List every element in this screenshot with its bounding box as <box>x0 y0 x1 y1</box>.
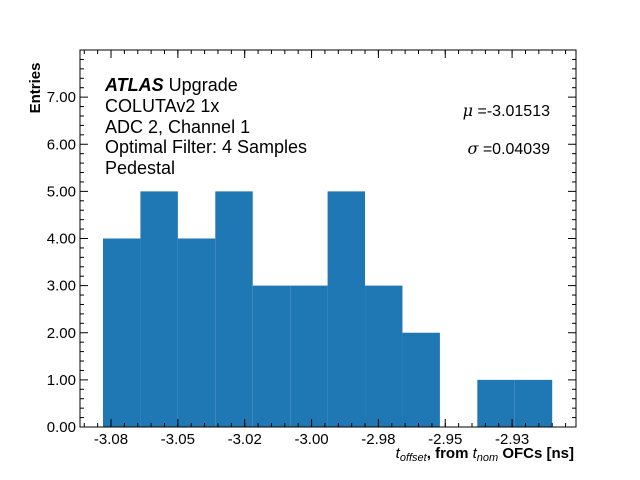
bars <box>102 191 553 427</box>
y-tick-label: 2.00 <box>47 325 76 342</box>
y-tick-label: 7.00 <box>47 89 76 106</box>
y-tick-label: 4.00 <box>47 231 76 248</box>
histogram-bar <box>365 285 403 427</box>
y-tick-label: 0.00 <box>47 419 76 436</box>
mean-label: μ =-3.01513 <box>463 101 550 120</box>
histogram-bar <box>215 191 253 427</box>
histogram-bar <box>327 191 366 427</box>
y-axis-label: Entries <box>27 63 44 114</box>
x-tick-label: -2.98 <box>361 431 395 448</box>
annotation-line: COLUTAv2 1x <box>105 96 219 116</box>
x-axis-label: toffset, from tnom OFCs [ns] <box>396 445 574 464</box>
histogram-bar <box>402 332 440 427</box>
y-tick-label: 5.00 <box>47 183 76 200</box>
histogram-bar <box>290 285 328 427</box>
y-tick-label: 6.00 <box>47 136 76 153</box>
y-tick-label: 1.00 <box>47 372 76 389</box>
histogram-bar <box>177 238 216 427</box>
histogram-bar <box>477 379 515 427</box>
histogram-bar <box>140 191 178 427</box>
x-tick-label: -3.08 <box>94 431 128 448</box>
ticks <box>80 50 576 428</box>
x-tick-label: -3.05 <box>161 431 195 448</box>
histogram-bar <box>514 379 553 427</box>
x-tick-label: -3.00 <box>294 431 328 448</box>
sigma-label: σ =0.04039 <box>467 139 550 158</box>
y-tick-label: 3.00 <box>47 278 76 295</box>
svg-text:ATLAS Upgrade: ATLAS Upgrade <box>104 75 238 95</box>
annotation-line: Optimal Filter: 4 Samples <box>105 137 307 157</box>
atlas-logo-text: ATLAS <box>104 75 164 95</box>
x-tick-label: -2.93 <box>495 431 529 448</box>
annotation-line: Pedestal <box>105 158 175 178</box>
annotation-line: ADC 2, Channel 1 <box>105 117 250 137</box>
tick-labels: -3.08 -3.05 -3.02 -3.00 -2.98 -2.95 -2.93 0.00 1… <box>47 89 529 448</box>
x-tick-label: -2.95 <box>428 431 462 448</box>
atlas-label: ATLAS Upgrade COLUTAv2 1x ADC 2, Channel… <box>104 75 307 178</box>
x-tick-label: -3.02 <box>228 431 262 448</box>
histogram-bar <box>102 238 141 427</box>
histogram-bar <box>252 285 291 427</box>
